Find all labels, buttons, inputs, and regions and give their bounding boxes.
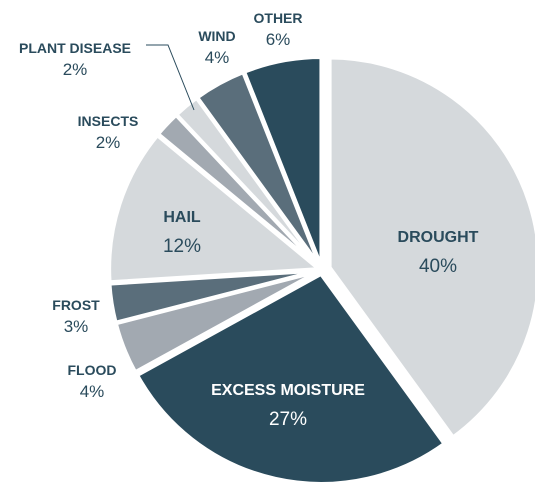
slice-value-drought: 40%: [419, 256, 457, 277]
slice-label-frost: FROST: [52, 297, 100, 313]
slice-value-hail: 12%: [163, 236, 201, 257]
slice-value-wind: 4%: [205, 48, 230, 67]
slice-hail: [107, 133, 322, 285]
slice-label-insects: INSECTS: [78, 113, 139, 129]
leader-line-plant-disease: [146, 44, 195, 111]
slice-value-plant-disease: 2%: [63, 60, 88, 79]
slice-labels: DROUGHT 40% EXCESS MOISTURE 27% FLOOD 4% FROST…: [19, 10, 479, 430]
leader-lines: [146, 44, 195, 111]
slice-value-excess-moisture: 27%: [269, 409, 307, 430]
slice-value-frost: 3%: [64, 317, 89, 336]
slice-value-flood: 4%: [80, 382, 105, 401]
slice-value-other: 6%: [266, 30, 291, 49]
pie-slices: [107, 55, 535, 485]
slice-label-other: OTHER: [254, 10, 303, 26]
slice-label-excess-moisture: EXCESS MOISTURE: [211, 382, 365, 399]
slice-label-hail: HAIL: [163, 209, 201, 226]
slice-label-plant-disease: PLANT DISEASE: [19, 40, 131, 56]
slice-drought: [327, 55, 535, 440]
slice-excess-moisture: [135, 271, 447, 485]
slice-label-drought: DROUGHT: [398, 229, 479, 246]
slice-value-insects: 2%: [96, 133, 121, 152]
slice-label-flood: FLOOD: [68, 362, 117, 378]
slice-label-wind: WIND: [198, 28, 235, 44]
slice-other: [242, 55, 324, 270]
